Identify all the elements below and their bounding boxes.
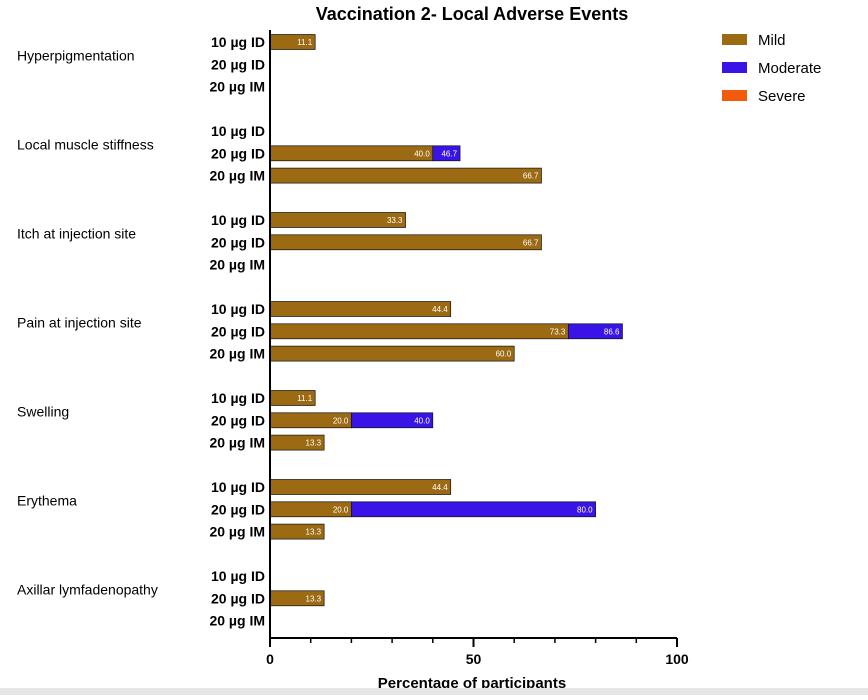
legend-swatch-moderate xyxy=(722,62,747,73)
bar-mild xyxy=(269,212,406,228)
x-tick-label: 100 xyxy=(665,651,689,667)
bar-mild xyxy=(269,234,542,251)
dose-label: 20 µg IM xyxy=(209,79,265,95)
legend-label-moderate: Moderate xyxy=(758,60,821,77)
dose-label: 10 µg ID xyxy=(211,390,265,406)
bar-value-label: 11.1 xyxy=(297,394,313,403)
dose-label: 10 µg ID xyxy=(211,212,265,228)
legend-swatch-mild xyxy=(722,34,747,45)
bar-value-label: 46.7 xyxy=(441,149,457,158)
bar-mild xyxy=(269,345,515,362)
group-label: Axillar lymfadenopathy xyxy=(17,581,158,597)
dose-label: 10 µg ID xyxy=(211,479,265,495)
x-axis-title: Percentage of participants xyxy=(378,675,566,692)
bar-value-label: 66.7 xyxy=(523,238,539,247)
x-tick-label: 0 xyxy=(266,651,274,667)
bar-value-label: 60.0 xyxy=(496,350,512,359)
bar-value-label: 44.4 xyxy=(432,305,448,314)
bar-mild xyxy=(269,323,569,340)
bar-moderate xyxy=(432,145,461,162)
group-label: Local muscle stiffness xyxy=(17,136,154,152)
bar-value-label: 33.3 xyxy=(387,216,403,225)
bar-value-label: 13.3 xyxy=(306,528,322,537)
dose-label: 20 µg IM xyxy=(209,168,265,184)
bar-value-label: 66.7 xyxy=(523,172,539,181)
legend-label-mild: Mild xyxy=(758,32,786,49)
group-label: Swelling xyxy=(17,403,69,419)
bar-mild xyxy=(269,301,452,317)
dose-label: 20 µg ID xyxy=(211,56,265,72)
dose-label: 10 µg ID xyxy=(211,568,265,584)
window-bottom-edge xyxy=(0,688,868,695)
bar-moderate xyxy=(351,412,434,429)
dose-label: 20 µg ID xyxy=(211,145,265,161)
dose-label: 20 µg ID xyxy=(211,234,265,250)
dose-label: 10 µg ID xyxy=(211,123,265,139)
dose-label: 20 µg ID xyxy=(211,590,265,606)
dose-label: 20 µg ID xyxy=(211,323,265,339)
dose-label: 20 µg ID xyxy=(211,501,265,517)
chart-title: Vaccination 2- Local Adverse Events xyxy=(316,4,628,24)
dose-label: 20 µg IM xyxy=(209,346,265,362)
bar-value-label: 11.1 xyxy=(297,38,313,47)
bar-value-labels: 11.1 40.0 46.7 66.7 33.3 66.7 44.4 73.3 86.6 60.0… xyxy=(297,38,620,603)
group-label: Hyperpigmentation xyxy=(17,47,135,63)
dose-label: 20 µg IM xyxy=(209,257,265,273)
dose-label: 20 µg IM xyxy=(209,435,265,451)
bar-value-label: 44.4 xyxy=(432,483,448,492)
group-label: Erythema xyxy=(17,492,77,508)
dose-labels: 10 µg ID 20 µg ID 20 µg IM 10 µg ID 20 µg ID… xyxy=(209,34,265,629)
legend: Mild Moderate Severe xyxy=(722,32,821,105)
legend-label-severe: Severe xyxy=(758,88,806,105)
bar-mild xyxy=(269,167,542,184)
bar-value-label: 13.3 xyxy=(306,594,322,603)
bars xyxy=(269,34,623,607)
x-tick-label: 50 xyxy=(466,651,482,667)
dose-label: 10 µg ID xyxy=(211,34,265,50)
legend-swatch-severe xyxy=(722,90,747,101)
bar-value-label: 40.0 xyxy=(414,416,430,425)
bar-mild xyxy=(269,479,452,495)
bar-value-label: 13.3 xyxy=(306,439,322,448)
dose-label: 10 µg ID xyxy=(211,301,265,317)
bar-moderate xyxy=(567,323,623,340)
bar-value-label: 80.0 xyxy=(577,505,593,514)
group-label: Pain at injection site xyxy=(17,314,142,330)
dose-label: 20 µg ID xyxy=(211,412,265,428)
group-labels: Hyperpigmentation Local muscle stiffness I… xyxy=(17,47,158,597)
axes: 0 50 100 xyxy=(266,30,689,667)
bar-value-label: 40.0 xyxy=(414,149,430,158)
bar-value-label: 20.0 xyxy=(333,505,349,514)
bar-mild xyxy=(269,145,434,162)
dose-label: 20 µg IM xyxy=(209,524,265,540)
bar-value-label: 20.0 xyxy=(333,416,349,425)
bar-value-label: 86.6 xyxy=(604,327,620,336)
group-label: Itch at injection site xyxy=(17,225,136,241)
bar-moderate xyxy=(351,501,596,518)
dose-label: 20 µg IM xyxy=(209,613,265,629)
bar-value-label: 73.3 xyxy=(550,327,566,336)
